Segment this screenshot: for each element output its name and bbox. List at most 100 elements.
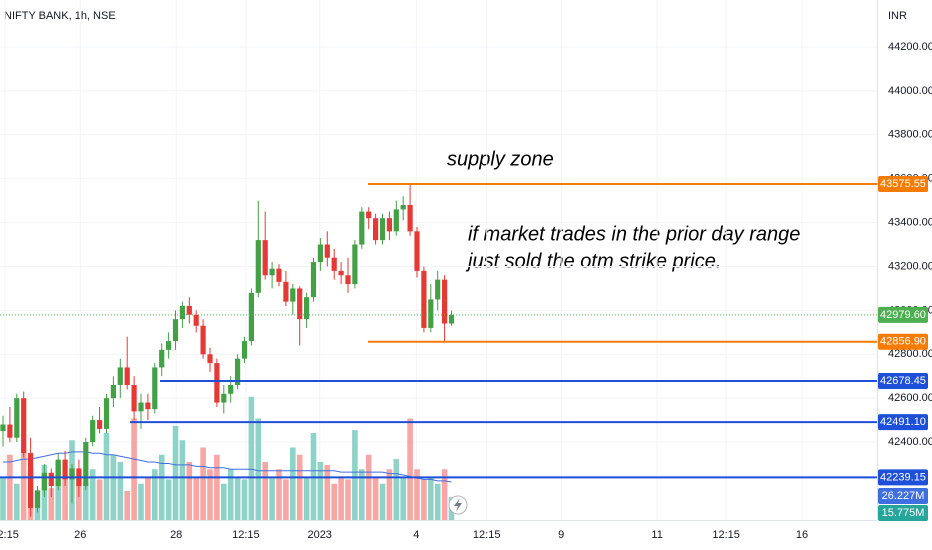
volume-bar bbox=[317, 462, 324, 520]
candle-body bbox=[103, 398, 110, 429]
currency: INR bbox=[888, 10, 907, 22]
x-tick-label: 12:15 bbox=[712, 529, 740, 541]
candle-body bbox=[400, 205, 406, 210]
volume-bar bbox=[234, 476, 241, 520]
y-tick-label: 43400.00 bbox=[888, 216, 932, 228]
candle-body bbox=[407, 205, 413, 232]
volume-bar bbox=[152, 469, 158, 520]
candle-body bbox=[69, 468, 75, 480]
volume-bar bbox=[124, 491, 130, 520]
candle-body bbox=[269, 268, 275, 276]
volume-bar bbox=[227, 469, 234, 520]
x-tick-label: 2023 bbox=[307, 529, 331, 541]
candle-body bbox=[262, 240, 268, 276]
volume-bar bbox=[200, 447, 206, 520]
candle-body bbox=[179, 305, 185, 320]
candle-body bbox=[359, 211, 365, 245]
candle-body bbox=[159, 349, 165, 368]
price-badge-label: 43575.55 bbox=[880, 178, 926, 190]
candle-body bbox=[304, 297, 310, 320]
volume-bar bbox=[434, 483, 441, 520]
volume-bar bbox=[421, 479, 427, 520]
price-badge bbox=[878, 469, 928, 486]
y-tick-label: 42600.00 bbox=[888, 392, 932, 404]
volume-bar bbox=[96, 479, 103, 520]
price-badge bbox=[878, 488, 928, 504]
candle-body bbox=[193, 314, 199, 326]
candle-body bbox=[366, 211, 372, 219]
candle-body bbox=[338, 270, 344, 276]
lightning-glyph bbox=[454, 498, 462, 512]
x-tick-label: 9 bbox=[558, 529, 564, 541]
candle-body bbox=[276, 268, 282, 282]
candle-body bbox=[207, 354, 213, 364]
candle-body bbox=[97, 420, 103, 429]
volume-bar bbox=[324, 464, 331, 520]
volume-bar bbox=[172, 425, 179, 520]
volume-bar bbox=[276, 469, 282, 520]
price-badge bbox=[878, 372, 928, 389]
candle-body bbox=[228, 385, 234, 394]
chart-title: NIFTY BANK, 1h, NSE bbox=[4, 10, 116, 22]
y-tick-label: 43800.00 bbox=[888, 129, 932, 141]
candle-body bbox=[297, 288, 303, 320]
x-tick-label: 12:15 bbox=[0, 529, 19, 541]
price-badge-label: 42239.15 bbox=[880, 471, 926, 483]
annotation: supply zone bbox=[447, 148, 554, 170]
y-tick-label: 42400.00 bbox=[888, 436, 932, 448]
volume-bar bbox=[20, 447, 27, 520]
candle-body bbox=[255, 240, 261, 293]
volume-bar bbox=[89, 469, 96, 520]
x-tick-label: 28 bbox=[170, 529, 182, 541]
volume-bar bbox=[179, 440, 186, 520]
volume-bar bbox=[338, 476, 344, 520]
x-tick-label: 11 bbox=[651, 529, 662, 541]
volume-bar bbox=[269, 476, 275, 520]
x-tick-label: 4 bbox=[413, 529, 419, 541]
volume-bar bbox=[62, 479, 68, 520]
candle-body bbox=[393, 209, 399, 232]
volume-bar bbox=[7, 454, 13, 520]
volume-bar bbox=[207, 469, 213, 520]
volume-bar bbox=[221, 483, 227, 520]
candle-body bbox=[124, 367, 130, 386]
candle-body bbox=[352, 244, 358, 285]
candle-body bbox=[55, 459, 61, 486]
volume-bar bbox=[76, 476, 82, 520]
volume-bar bbox=[303, 476, 310, 520]
price-badge bbox=[878, 333, 928, 350]
volume-bar bbox=[241, 479, 248, 520]
volume-bar bbox=[393, 459, 400, 520]
volume-bar bbox=[214, 454, 220, 520]
candle-body bbox=[14, 398, 20, 438]
volume-bar bbox=[331, 483, 337, 520]
price-badge-label: 26.227M bbox=[882, 490, 925, 502]
candle-body bbox=[200, 325, 206, 355]
candle-body bbox=[138, 402, 144, 412]
volume-bar bbox=[379, 483, 386, 520]
candle-body bbox=[373, 218, 379, 241]
candle-body bbox=[172, 319, 179, 342]
candle-body bbox=[283, 281, 289, 302]
candle-body bbox=[90, 420, 96, 443]
volume-ma-line bbox=[3, 451, 452, 483]
volume-bar bbox=[186, 462, 193, 520]
volume-bar bbox=[48, 488, 55, 520]
candle-body bbox=[166, 341, 172, 350]
candle-body bbox=[145, 402, 151, 410]
volume-bar bbox=[14, 483, 20, 520]
volume-bar bbox=[55, 462, 61, 520]
x-tick-label: 16 bbox=[796, 529, 808, 541]
candle-body bbox=[379, 218, 386, 241]
candle-body bbox=[248, 292, 254, 342]
volume-bar bbox=[262, 462, 268, 520]
volume-bar bbox=[165, 479, 172, 520]
x-tick-label: 12:15 bbox=[473, 529, 501, 541]
candle-body bbox=[117, 367, 123, 386]
candle-body bbox=[41, 472, 47, 491]
price-badge-label: 42678.45 bbox=[880, 375, 926, 387]
y-tick-label: 44000.00 bbox=[888, 85, 932, 97]
volume-bar bbox=[372, 476, 379, 520]
